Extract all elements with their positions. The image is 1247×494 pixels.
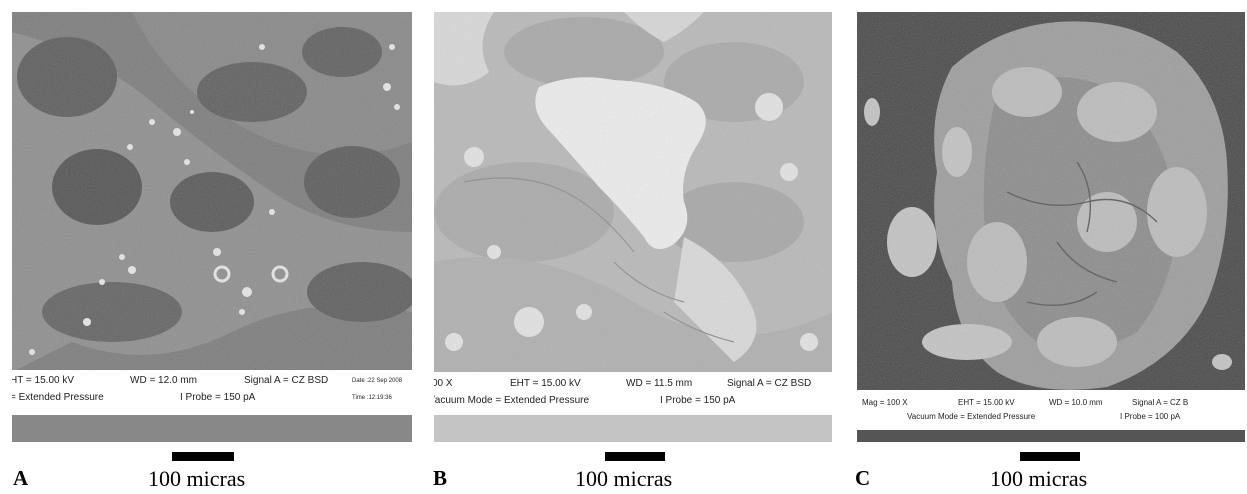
- panel-letter-c: C: [855, 466, 871, 490]
- signal-readout: Signal A = CZ BSD: [244, 375, 329, 386]
- signal-readout: Signal A = CZ BSD: [727, 378, 812, 389]
- strip-c: [857, 430, 1245, 442]
- time-readout: Time :12:19:36: [352, 395, 392, 401]
- probe-readout: I Probe = 100 pA: [1120, 412, 1181, 421]
- panel-c: Mag = 100 X EHT = 15.00 kV WD = 10.0 mm …: [845, 0, 1247, 494]
- panel-letter-a: A: [13, 466, 29, 490]
- mag-readout: 00 X: [434, 378, 453, 389]
- wd-readout: WD = 12.0 mm: [130, 375, 197, 386]
- strip-a: [12, 415, 412, 442]
- micrograph-b: 00 X EHT = 15.00 kV WD = 11.5 mm Signal …: [434, 12, 832, 442]
- micrograph-a: HT = 15.00 kV WD = 12.0 mm Signal A = CZ…: [12, 12, 412, 442]
- scale-bar-b: [605, 452, 665, 461]
- scale-label-a: 100 micras: [148, 466, 246, 491]
- probe-readout: I Probe = 150 pA: [180, 392, 256, 403]
- panel-a: HT = 15.00 kV WD = 12.0 mm Signal A = CZ…: [0, 0, 420, 494]
- strip-b: [434, 415, 832, 442]
- scale-bar-c: [1020, 452, 1080, 461]
- wd-readout: WD = 11.5 mm: [626, 378, 693, 389]
- info-bar-b: 00 X EHT = 15.00 kV WD = 11.5 mm Signal …: [434, 372, 832, 415]
- mode-readout: = Extended Pressure: [12, 392, 104, 403]
- date-readout: Date :22 Sep 2008: [352, 378, 403, 384]
- mag-readout: Mag = 100 X: [862, 398, 908, 407]
- mode-readout: Vacuum Mode = Extended Pressure: [907, 412, 1036, 421]
- panel-b: 00 X EHT = 15.00 kV WD = 11.5 mm Signal …: [420, 0, 845, 494]
- wd-readout: WD = 10.0 mm: [1049, 398, 1103, 407]
- eht-readout: HT = 15.00 kV: [12, 375, 75, 386]
- mode-readout: /acuum Mode = Extended Pressure: [434, 395, 590, 406]
- eht-readout: EHT = 15.00 kV: [958, 398, 1015, 407]
- info-bar-c: Mag = 100 X EHT = 15.00 kV WD = 10.0 mm …: [857, 390, 1245, 430]
- eht-readout: EHT = 15.00 kV: [510, 378, 581, 389]
- probe-readout: I Probe = 150 pA: [660, 395, 736, 406]
- scale-label-c: 100 micras: [990, 466, 1088, 491]
- panel-letter-b: B: [433, 466, 448, 490]
- micrograph-c: Mag = 100 X EHT = 15.00 kV WD = 10.0 mm …: [857, 12, 1245, 442]
- scale-label-b: 100 micras: [575, 466, 673, 491]
- scale-bar-a: [172, 452, 234, 461]
- signal-readout: Signal A = CZ B: [1132, 398, 1189, 407]
- info-bar-a: HT = 15.00 kV WD = 12.0 mm Signal A = CZ…: [12, 370, 412, 415]
